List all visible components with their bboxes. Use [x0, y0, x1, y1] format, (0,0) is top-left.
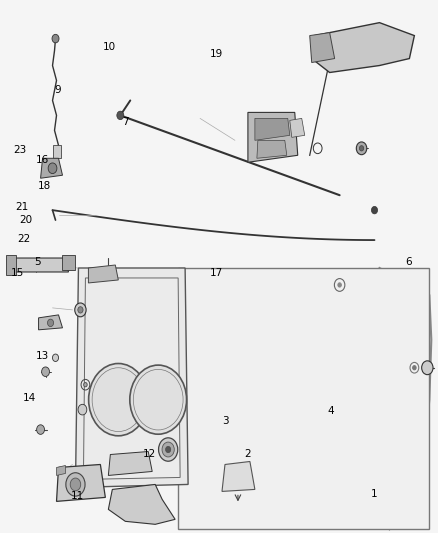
Circle shape — [359, 146, 364, 151]
Text: 6: 6 — [406, 257, 412, 267]
Circle shape — [159, 438, 178, 461]
Polygon shape — [255, 118, 290, 140]
Polygon shape — [63, 255, 75, 270]
Text: 14: 14 — [22, 393, 36, 403]
Text: 20: 20 — [19, 215, 32, 225]
Polygon shape — [57, 465, 66, 475]
Text: 9: 9 — [54, 85, 61, 95]
Text: 17: 17 — [210, 268, 223, 278]
Circle shape — [52, 34, 59, 43]
Polygon shape — [248, 112, 298, 162]
Text: 21: 21 — [15, 202, 28, 212]
Circle shape — [42, 367, 49, 376]
Text: 3: 3 — [222, 416, 229, 426]
Circle shape — [356, 142, 367, 155]
Text: 15: 15 — [11, 268, 24, 278]
Circle shape — [338, 283, 341, 287]
Polygon shape — [75, 268, 188, 487]
Polygon shape — [310, 33, 335, 62]
Polygon shape — [6, 255, 16, 275]
Text: 12: 12 — [142, 449, 156, 458]
Circle shape — [53, 354, 59, 361]
Circle shape — [162, 442, 174, 457]
Text: 23: 23 — [14, 144, 27, 155]
Polygon shape — [41, 158, 63, 178]
Text: 1: 1 — [371, 489, 377, 499]
Text: 11: 11 — [71, 491, 84, 501]
Text: 2: 2 — [244, 449, 251, 458]
Circle shape — [37, 425, 45, 434]
Text: 16: 16 — [35, 155, 49, 165]
Polygon shape — [257, 140, 287, 158]
Circle shape — [78, 306, 83, 313]
Circle shape — [422, 361, 433, 375]
Polygon shape — [290, 118, 305, 138]
Circle shape — [66, 473, 85, 496]
Circle shape — [75, 303, 86, 317]
Text: 18: 18 — [38, 181, 51, 191]
Text: 10: 10 — [103, 43, 117, 52]
Circle shape — [117, 111, 124, 119]
Text: 19: 19 — [210, 49, 223, 59]
Polygon shape — [108, 484, 175, 524]
Circle shape — [413, 366, 416, 370]
Polygon shape — [88, 265, 118, 283]
Polygon shape — [53, 146, 60, 158]
Polygon shape — [39, 315, 63, 330]
Text: 22: 22 — [17, 234, 30, 244]
Circle shape — [70, 478, 81, 491]
Polygon shape — [9, 258, 68, 272]
Polygon shape — [178, 268, 429, 529]
Polygon shape — [108, 451, 152, 475]
Circle shape — [371, 206, 378, 214]
Circle shape — [48, 163, 57, 174]
Circle shape — [84, 383, 87, 387]
Circle shape — [130, 365, 187, 434]
Text: 5: 5 — [35, 257, 41, 267]
Polygon shape — [83, 278, 180, 480]
Text: 7: 7 — [122, 117, 128, 127]
Polygon shape — [57, 464, 106, 502]
Text: 13: 13 — [35, 351, 49, 361]
Circle shape — [166, 446, 171, 453]
Polygon shape — [312, 22, 414, 72]
Circle shape — [88, 364, 148, 436]
Circle shape — [78, 405, 87, 415]
Circle shape — [47, 319, 53, 327]
Text: 4: 4 — [327, 406, 334, 416]
Polygon shape — [222, 462, 255, 491]
